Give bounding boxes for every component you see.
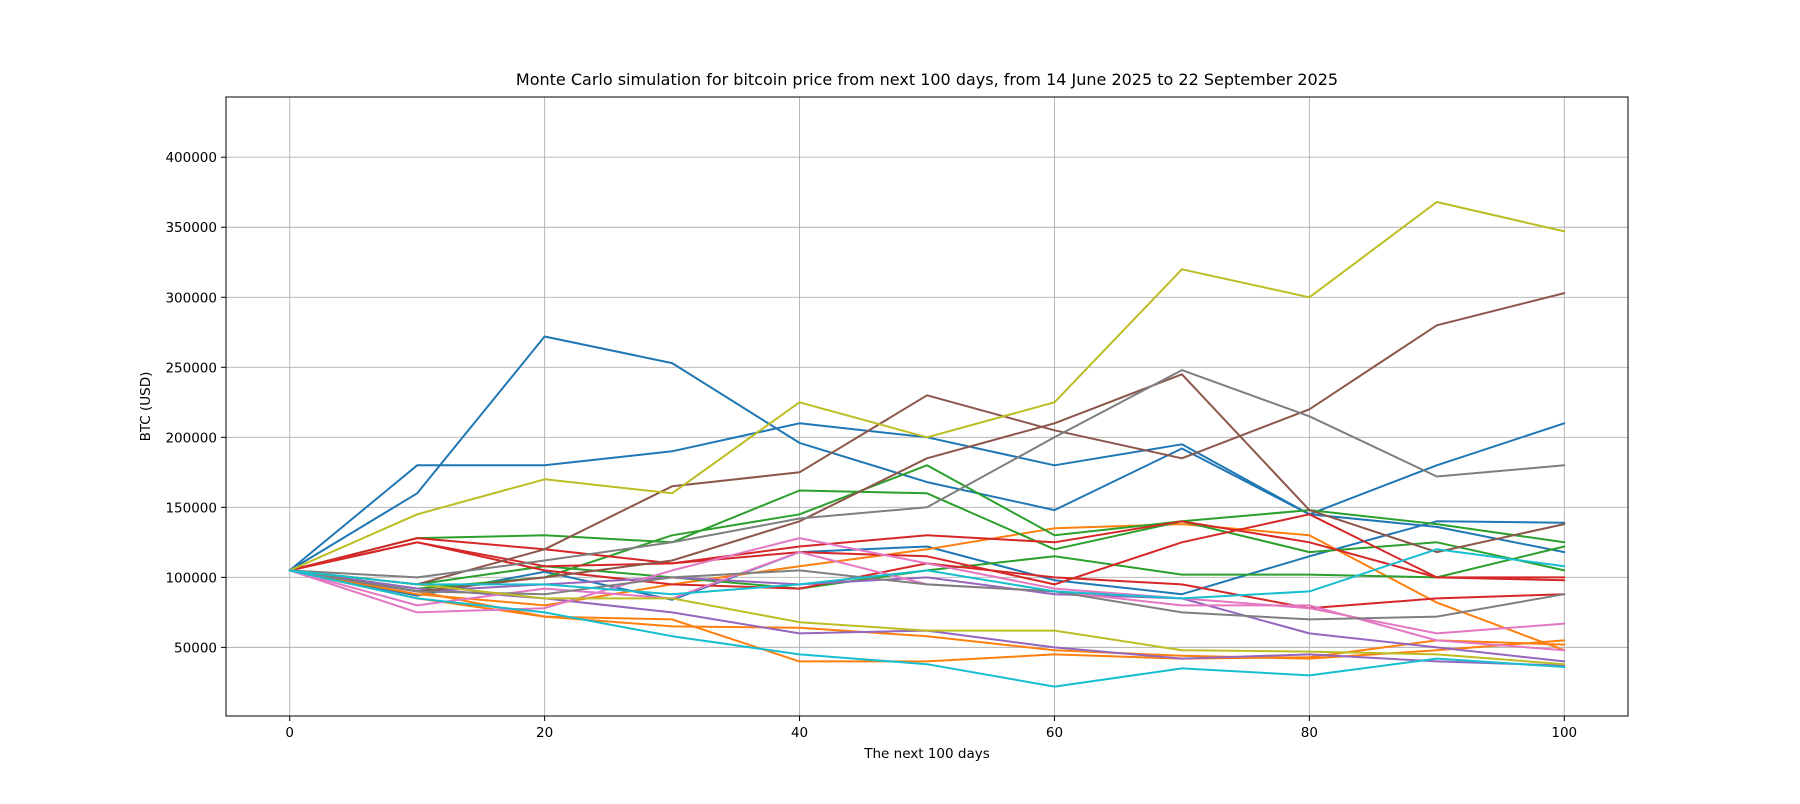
y-tick-label: 250000 — [165, 360, 217, 376]
x-tick-label: 100 — [1551, 725, 1577, 741]
series-line — [288, 537, 1566, 635]
y-tick-label: 50000 — [174, 640, 217, 656]
series-lines — [288, 201, 1566, 688]
x-tick-label: 80 — [1301, 725, 1318, 741]
x-tick-label: 0 — [285, 725, 294, 741]
y-tick-label: 150000 — [165, 500, 217, 516]
chart-title: Monte Carlo simulation for bitcoin price… — [516, 70, 1338, 89]
series-line — [288, 569, 1566, 663]
x-axis-label: The next 100 days — [863, 746, 990, 762]
y-tick-label: 400000 — [165, 150, 217, 166]
plot-frame — [225, 96, 1629, 717]
grid-lines — [226, 97, 1628, 716]
y-tick-label: 350000 — [165, 220, 217, 236]
series-line — [288, 489, 1566, 572]
y-axis-label: BTC (USD) — [138, 372, 154, 442]
series-line — [288, 569, 1566, 666]
axis-ticks: 0 20 40 60 80 100 50000 100000 150000 200000 25000… — [165, 150, 1577, 741]
series-line — [288, 523, 1566, 652]
series-line — [288, 201, 1566, 572]
x-tick-label: 20 — [536, 725, 553, 741]
series-line — [288, 520, 1566, 601]
series-line — [288, 292, 1566, 586]
y-tick-label: 300000 — [165, 290, 217, 306]
series-line — [288, 513, 1566, 586]
series-line — [288, 569, 1566, 688]
series-line — [288, 335, 1566, 572]
x-tick-label: 40 — [791, 725, 808, 741]
series-line — [288, 548, 1566, 600]
x-tick-label: 60 — [1046, 725, 1063, 741]
series-line — [288, 369, 1566, 579]
y-tick-label: 100000 — [165, 570, 217, 586]
y-tick-label: 200000 — [165, 430, 217, 446]
series-line — [288, 520, 1566, 579]
series-line — [288, 373, 1566, 593]
